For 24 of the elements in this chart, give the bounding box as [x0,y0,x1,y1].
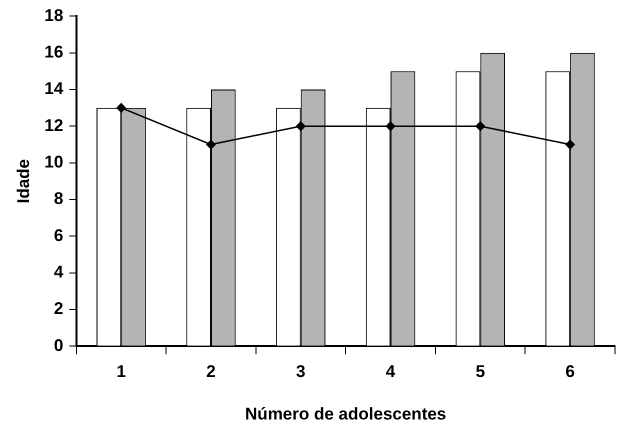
point [386,121,396,131]
point [206,140,216,150]
point [116,103,126,113]
point [476,121,486,131]
y-tick-label: 14 [44,79,64,98]
y-tick-label: 16 [44,42,64,62]
y-tick-label: 0 [54,336,64,355]
point [565,140,575,150]
x-tick-label: 6 [565,362,575,382]
y-tick-label: 8 [54,189,64,208]
y-tick-label: 18 [44,6,64,25]
x-tick-label: 5 [476,362,486,382]
y-tick-label: 12 [44,116,64,135]
y-tick-label: 10 [44,152,64,172]
y-tick-label: 2 [54,299,64,318]
y-tick-label: 4 [54,262,64,282]
x-tick-label: 2 [206,362,216,382]
y-axis-title: Idade [14,158,33,204]
x-tick-label: 1 [116,362,126,382]
x-axis-title: Número de adolescentes [245,404,446,424]
x-tick-label: 3 [296,362,306,382]
point [296,121,306,131]
x-tick-label: 4 [386,362,396,382]
y-tick-label: 6 [54,226,64,245]
